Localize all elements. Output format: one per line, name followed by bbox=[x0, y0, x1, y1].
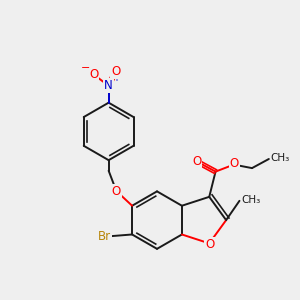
Text: O: O bbox=[205, 238, 214, 250]
Text: −: − bbox=[80, 63, 90, 73]
Text: CH₃: CH₃ bbox=[271, 153, 290, 163]
Text: O: O bbox=[230, 158, 239, 170]
Text: O: O bbox=[112, 184, 121, 197]
Text: O: O bbox=[111, 65, 120, 78]
Text: Br: Br bbox=[98, 230, 111, 243]
Text: O: O bbox=[192, 154, 201, 168]
Text: N: N bbox=[104, 80, 113, 92]
Text: O: O bbox=[89, 68, 98, 81]
Text: CH₃: CH₃ bbox=[241, 195, 260, 205]
Text: +: + bbox=[112, 73, 120, 83]
